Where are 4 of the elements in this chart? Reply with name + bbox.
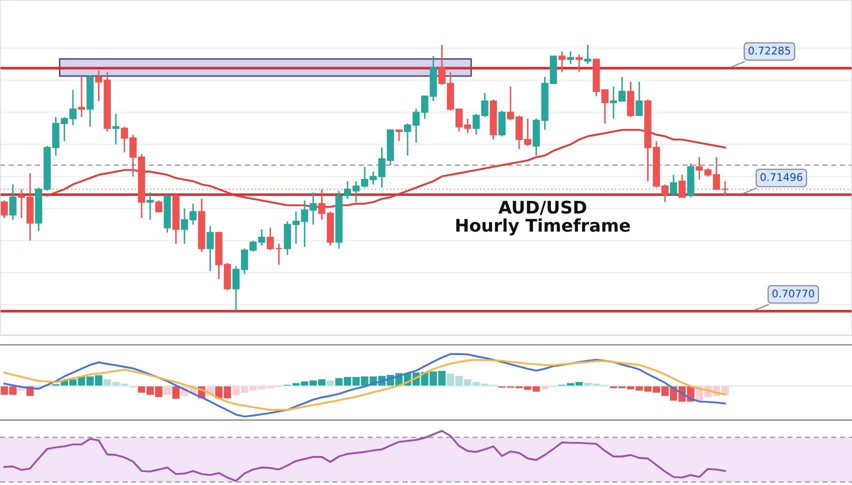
ref-line-label: 0.70770 [772,290,814,298]
ref-line-label: 0.71496 [760,173,802,182]
annotation: AUD/USD Hourly Timeframe [456,200,630,236]
ref-line-label: 0.72285 [748,46,790,55]
